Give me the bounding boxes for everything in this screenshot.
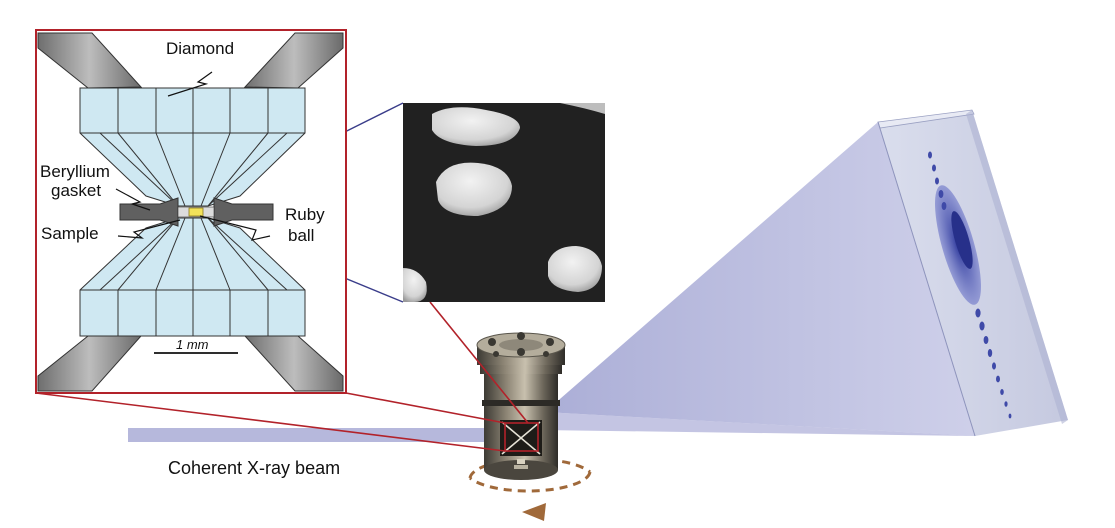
sample — [188, 207, 204, 217]
ball-label: ball — [288, 226, 315, 245]
ruby-label: Ruby — [285, 205, 325, 224]
anvil-seats — [37, 32, 344, 392]
speckle-pattern — [928, 151, 1012, 419]
beam-label: Coherent X-ray beam — [168, 458, 341, 478]
diffraction-cone-lower — [540, 412, 975, 436]
sem-micrograph — [403, 103, 605, 302]
beryllium-label: Beryllium — [40, 162, 110, 181]
diamond-label: Diamond — [166, 39, 235, 58]
lower-diamond — [79, 217, 306, 337]
red-zoom-lines — [35, 301, 529, 452]
scale-label: 1 mm — [176, 337, 209, 352]
beryllium-gasket — [119, 197, 274, 227]
diamond-anvil-cell — [476, 332, 566, 480]
rotation-arrow-front — [469, 471, 592, 493]
xray-beam — [128, 428, 528, 442]
diffraction-cone — [545, 122, 975, 436]
upper-diamond — [79, 87, 306, 207]
gasket-label: gasket — [51, 181, 102, 200]
rotation-arrow-head — [522, 503, 546, 521]
label-pointers — [115, 71, 271, 241]
sample-label: Sample — [41, 224, 99, 243]
cell-zoom-box — [504, 422, 539, 452]
